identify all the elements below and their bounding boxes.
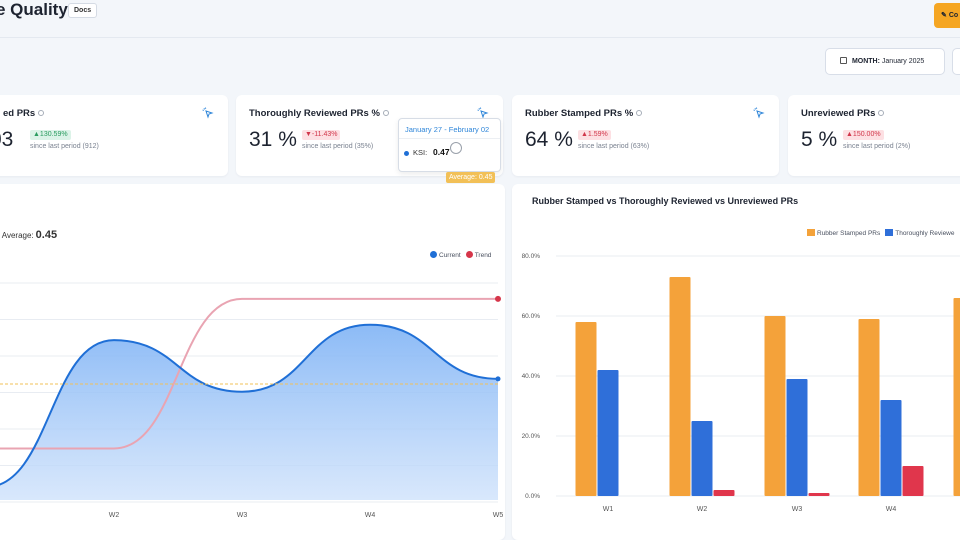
kpi-card-total-prs: ed PRs 03 ▲130.59% since last period (91… [0,95,228,176]
bar-thoroughly-reviewed-prs-w2[interactable] [691,421,713,496]
ksi-legend: Current Trend [430,251,496,259]
tooltip-date-range: January 27 - February 02 [405,125,490,134]
kpi-card-rubber-stamped: Rubber Stamped PRs % 64 % ▲1.59% since l… [512,95,779,176]
kpi-since-text: since last period (912) [30,143,99,150]
bar-x-tick-label: W4 [886,506,897,513]
kpi-since-text: since last period (63%) [578,143,650,150]
bar-x-tick-label: W1 [603,506,614,513]
ksi-x-tick-label: W4 [365,512,376,519]
legend-item-current[interactable]: Current [430,251,461,259]
calendar-icon [840,57,847,64]
info-icon[interactable] [878,110,885,116]
ksi-trend-end-point[interactable] [495,295,501,302]
bar-thoroughly-reviewed-prs-w3[interactable] [786,379,808,496]
bar-unreviewed-prs-w4[interactable] [902,466,924,496]
ksi-trend-line [0,297,498,450]
bar-y-tick-label: 0.0% [525,493,540,500]
ksi-current-line [0,323,499,486]
page-title: e Quality [0,0,68,19]
kpi-value: 03 [0,128,14,151]
ksi-current-area [0,324,498,500]
ksi-x-tick-label: W3 [237,512,248,519]
ksi-area-chart: W2 W3 W4 W5 [0,282,504,519]
bar-rubber-stamped-prs-w4[interactable] [858,319,880,496]
info-icon[interactable] [38,110,45,116]
info-icon[interactable] [636,110,643,116]
edit-icon: ✎ [941,12,949,19]
bar-thoroughly-reviewed-prs-w1[interactable] [597,370,619,496]
kpi-change-badge: ▼-11.43% [302,130,341,140]
kpi-change-badge: ▲150.00% [843,130,884,140]
average-tag: Average: 0.45 [446,172,496,183]
month-picker[interactable]: MONTH: January 2025 [825,48,945,75]
tooltip-value: 0.47 [433,147,450,157]
ksi-current-end-point[interactable] [495,376,501,382]
drilldown-cursor-icon[interactable] [477,107,489,119]
pr-review-bar-chart: 0.0% 20.0% 40.0% 60.0% 80.0% W1 W2 W3 W4 [522,253,960,513]
kpi-since-text: since last period (2%) [843,143,911,150]
ksi-x-tick-label: W5 [493,512,504,519]
bar-rubber-stamped-prs-w1[interactable] [575,322,597,496]
bar-x-tick-label: W2 [697,506,708,513]
bar-unreviewed-prs-w3[interactable] [808,493,830,496]
kpi-title: ed PRs [3,108,45,119]
month-label: MONTH: [851,58,880,65]
drilldown-cursor-icon[interactable] [753,107,765,119]
bar-unreviewed-prs-w2[interactable] [713,490,735,496]
info-icon[interactable] [382,110,389,116]
bar-y-tick-label: 40.0% [522,373,541,380]
bar-chart-title: Rubber Stamped vs Thoroughly Reviewed vs… [532,196,799,206]
ksi-average-label: s Average:0.45 [0,229,58,241]
kpi-value: 31 % [249,128,297,151]
bar-y-tick-label: 20.0% [522,433,541,440]
kpi-card-unreviewed: Unreviewed PRs 5 % ▲150.00% since last p… [788,95,960,176]
bar-thoroughly-reviewed-prs-w4[interactable] [880,400,902,496]
tooltip-series-label: KSI: [413,148,428,157]
kpi-value: 64 % [525,128,573,151]
kpi-title: Thoroughly Reviewed PRs % [249,108,389,119]
kpi-value: 5 % [801,128,838,151]
tooltip-series-dot [404,151,409,156]
legend-item-thoroughly-reviewed[interactable]: Thoroughly Reviewe [885,229,955,237]
bar-y-tick-label: 60.0% [522,313,541,320]
legend-item-rubber-stamped[interactable]: Rubber Stamped PRs [807,229,880,237]
loading-spinner-icon [450,142,462,154]
bar-chart-legend: Rubber Stamped PRs Thoroughly Reviewe [807,229,960,237]
legend-item-trend[interactable]: Trend [465,251,491,259]
configure-button-label: Co [948,12,959,19]
ksi-x-tick-label: W2 [109,512,120,519]
ksi-average-value: 0.45 [35,229,58,241]
bar-x-tick-label: W3 [792,506,803,513]
ksi-tooltip: January 27 - February 02 KSI: 0.47 [398,118,501,172]
bar-rubber-stamped-prs-w2[interactable] [669,277,691,496]
bar-rubber-stamped-prs-w5[interactable] [953,298,960,496]
docs-link[interactable]: Docs [68,3,98,18]
kpi-title: Unreviewed PRs [801,108,885,119]
drilldown-cursor-icon[interactable] [202,107,214,119]
month-value: January 2025 [881,58,925,65]
bar-y-tick-label: 80.0% [522,253,541,260]
kpi-since-text: since last period (35%) [302,143,374,150]
top-bar: e Quality Docs ✎ Co [0,0,960,38]
kpi-change-badge: ▲1.59% [578,130,611,140]
filter-button[interactable] [952,48,960,75]
configure-button[interactable]: ✎ Co [934,3,960,28]
kpi-change-badge: ▲130.59% [30,130,71,140]
bar-rubber-stamped-prs-w3[interactable] [764,316,786,496]
kpi-title: Rubber Stamped PRs % [525,108,643,119]
